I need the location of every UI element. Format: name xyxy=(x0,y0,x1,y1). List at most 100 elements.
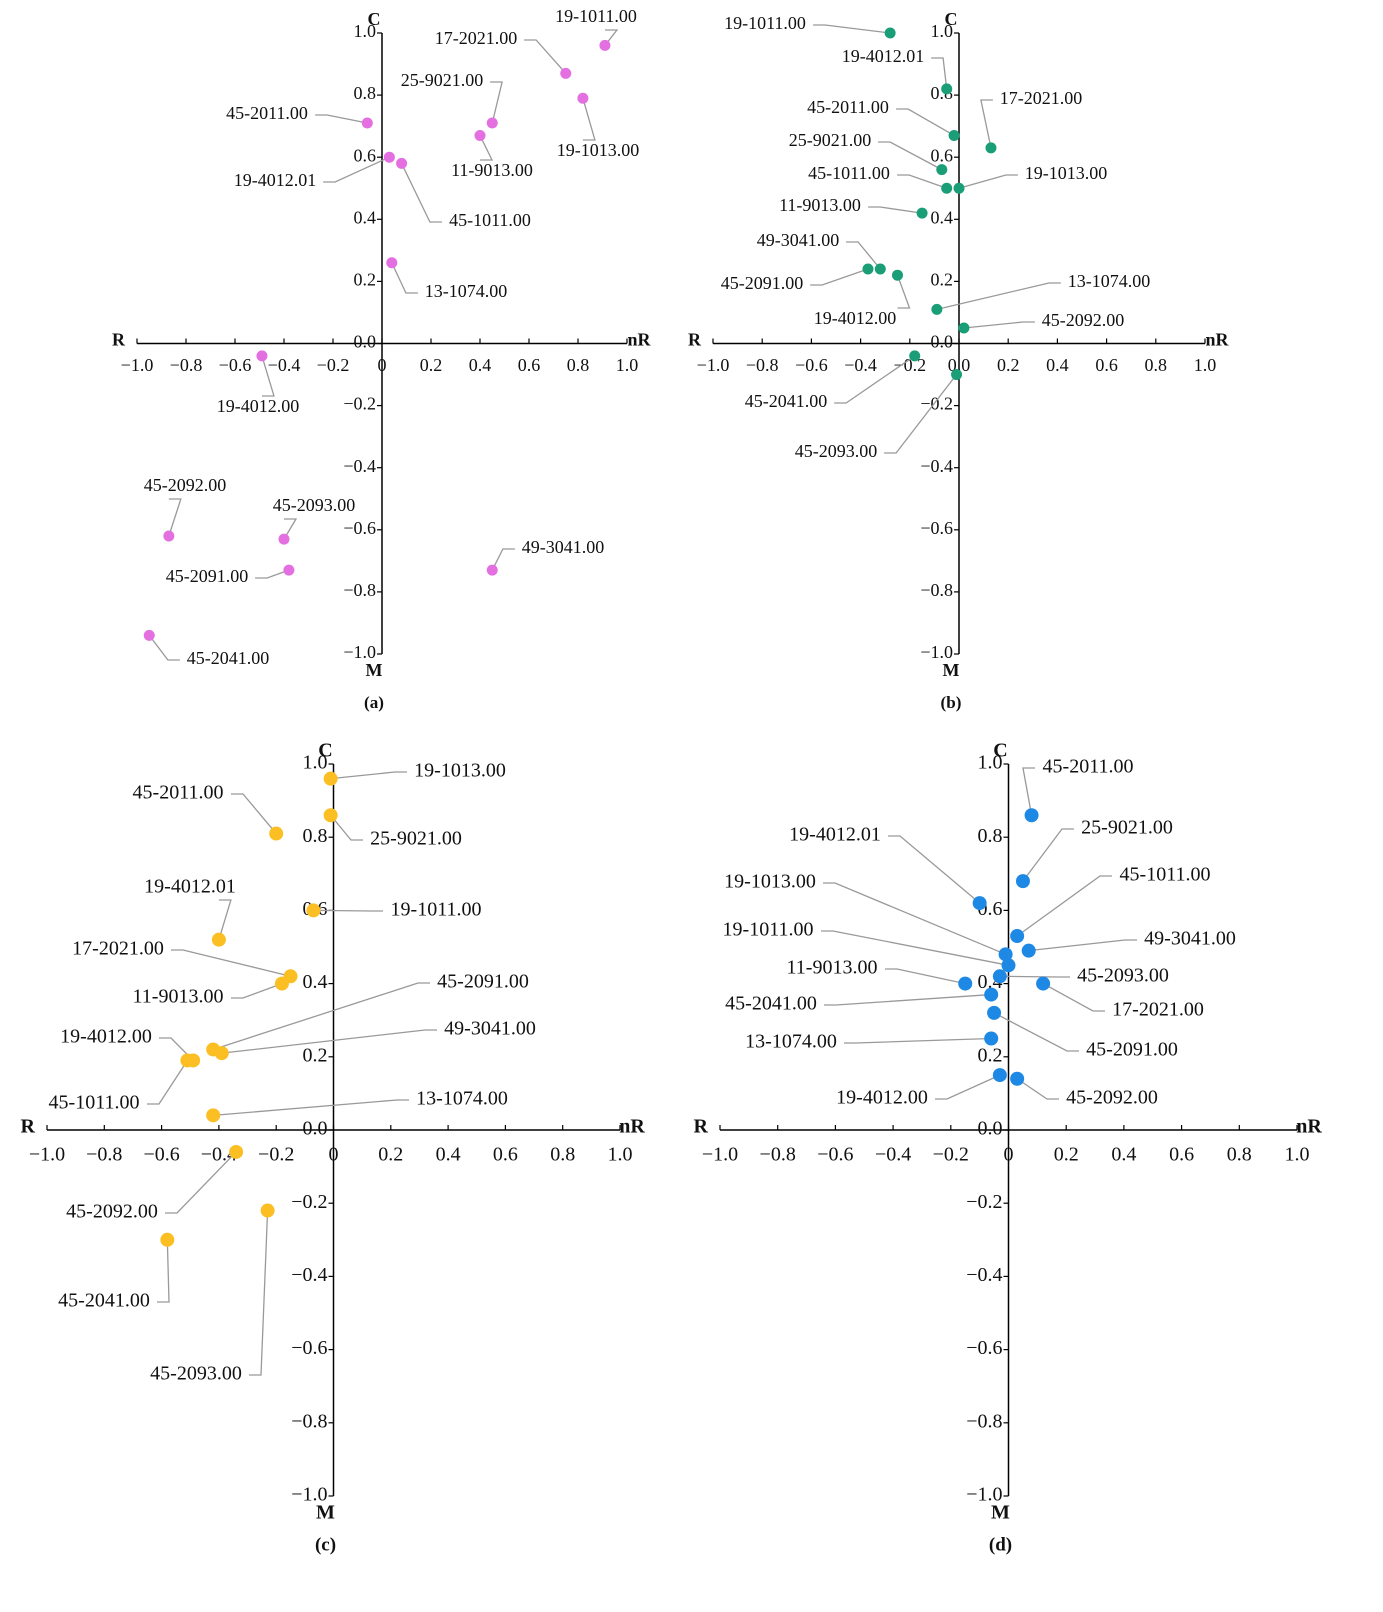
x-tick-label: 1.0 xyxy=(608,1144,633,1166)
point xyxy=(884,27,896,39)
y-tick-label: 1.0 xyxy=(354,21,377,41)
y-tick-label: 1.0 xyxy=(978,752,1003,774)
point-label: 49-3041.00 xyxy=(444,1018,536,1040)
x-tick-label: −1.0 xyxy=(29,1144,65,1166)
leader-line xyxy=(218,899,232,940)
x-tick-label: −0.8 xyxy=(170,355,203,375)
x-tick-label: 0.6 xyxy=(493,1144,518,1166)
point xyxy=(1036,976,1051,991)
leader-line xyxy=(148,634,180,661)
x-tick-label: 0 xyxy=(329,1144,339,1166)
point-label: 45-2091.00 xyxy=(721,273,804,293)
panel-label: (d) xyxy=(989,1534,1012,1555)
leader-line xyxy=(885,968,966,985)
point-label: 19-4012.00 xyxy=(60,1026,152,1048)
x-axis-left-label: R xyxy=(21,1116,36,1138)
point xyxy=(278,533,290,545)
point xyxy=(941,182,953,194)
y-tick-label: 1.0 xyxy=(931,21,954,41)
x-tick-label: −0.6 xyxy=(795,355,828,375)
point xyxy=(214,1046,229,1061)
point xyxy=(180,1053,195,1068)
point xyxy=(984,987,999,1002)
y-axis-top-label: C xyxy=(318,740,332,762)
y-tick-label: 0.4 xyxy=(303,971,328,993)
point-label: 45-2092.00 xyxy=(144,475,227,495)
point xyxy=(992,1068,1007,1083)
y-tick-label: 0.4 xyxy=(931,207,954,227)
point xyxy=(306,903,321,918)
leader-line xyxy=(935,1074,1001,1100)
y-tick-label: 0.8 xyxy=(978,825,1003,847)
leader-line xyxy=(582,98,596,141)
x-tick-label: 1.0 xyxy=(616,355,639,375)
point-label: 45-1011.00 xyxy=(1120,864,1211,886)
point xyxy=(274,976,289,991)
point xyxy=(1001,958,1016,973)
point xyxy=(892,269,903,281)
y-tick-label: −0.4 xyxy=(343,456,376,476)
leader-line xyxy=(249,1210,269,1376)
y-tick-label: 0.8 xyxy=(354,83,377,103)
x-tick-label: −1.0 xyxy=(702,1144,738,1166)
point-label: 19-1013.00 xyxy=(414,760,506,782)
point-label: 45-2011.00 xyxy=(1043,756,1134,778)
point xyxy=(985,142,997,154)
y-tick-label: 0.2 xyxy=(303,1044,328,1066)
x-tick-label: −0.6 xyxy=(817,1144,853,1166)
point xyxy=(1024,808,1039,823)
x-tick-label: −0.8 xyxy=(760,1144,796,1166)
leader-line xyxy=(479,135,494,161)
y-axis-top-label: C xyxy=(945,9,958,29)
point xyxy=(160,1232,175,1247)
point xyxy=(1010,929,1025,944)
leader-line xyxy=(315,114,368,124)
x-tick-label: −0.2 xyxy=(258,1144,294,1166)
point xyxy=(992,969,1007,984)
point xyxy=(936,164,948,176)
y-tick-label: −0.2 xyxy=(966,1191,1002,1213)
leader-line xyxy=(604,29,619,46)
point-label: 19-1011.00 xyxy=(723,919,814,941)
leader-line xyxy=(159,1037,194,1061)
leader-line xyxy=(213,1099,409,1117)
x-tick-label: 1.0 xyxy=(1194,355,1217,375)
point-label: 45-1011.00 xyxy=(49,1092,140,1114)
point xyxy=(998,947,1013,962)
point xyxy=(206,1108,221,1123)
point xyxy=(948,129,960,141)
y-axis-bottom-label: M xyxy=(316,1502,335,1524)
point-label: 45-2041.00 xyxy=(187,648,270,668)
point-label: 45-2093.00 xyxy=(273,495,356,515)
leader-line xyxy=(171,949,291,977)
point xyxy=(599,39,611,51)
point-label: 19-4012.01 xyxy=(842,46,925,66)
point xyxy=(1010,1071,1025,1086)
point xyxy=(941,83,953,95)
leader-line xyxy=(524,39,567,74)
panel-label: (b) xyxy=(941,693,962,712)
leader-line xyxy=(147,1060,188,1105)
leader-line xyxy=(261,355,275,397)
leader-line xyxy=(1022,828,1074,882)
y-tick-label: 1.0 xyxy=(303,752,328,774)
y-tick-label: −1.0 xyxy=(920,642,953,662)
leader-line xyxy=(1022,767,1035,816)
x-tick-label: 0.2 xyxy=(1054,1144,1079,1166)
point xyxy=(577,92,589,104)
point xyxy=(958,322,970,334)
point-label: 45-2092.00 xyxy=(66,1201,158,1223)
leader-line xyxy=(958,174,1018,189)
y-tick-label: −0.2 xyxy=(920,394,953,414)
x-tick-label: 0.2 xyxy=(378,1144,403,1166)
point xyxy=(323,808,338,823)
point-label: 17-2021.00 xyxy=(1000,88,1083,108)
point xyxy=(256,350,268,362)
x-tick-label: 0.8 xyxy=(1145,355,1168,375)
point-label: 45-2092.00 xyxy=(1066,1087,1158,1109)
leader-line xyxy=(401,163,442,223)
leader-line xyxy=(896,274,911,309)
leader-line xyxy=(844,1037,992,1044)
leader-line xyxy=(283,518,298,540)
y-tick-label: 0.0 xyxy=(354,332,377,352)
